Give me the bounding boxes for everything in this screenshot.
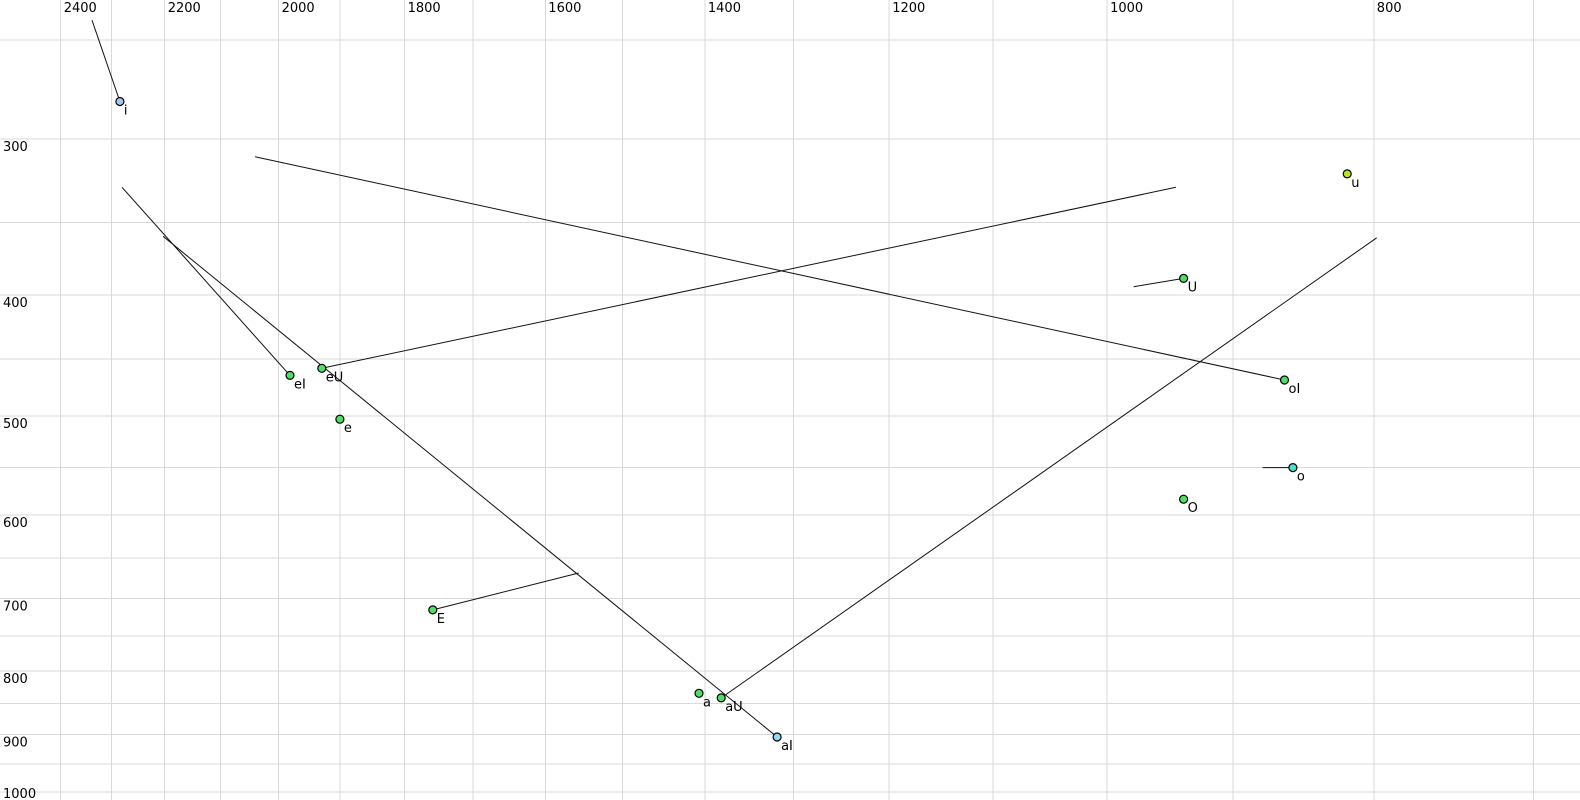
vowel-point-aU (716, 693, 726, 703)
y-tick-label-900: 900 (3, 736, 28, 751)
y-tick-label-400: 400 (3, 296, 28, 311)
x-tick-label-2000: 2000 (282, 1, 315, 16)
vowel-point-eU (317, 363, 327, 373)
vowel-label-o: o (1297, 470, 1305, 485)
x-tick-label-2200: 2200 (168, 1, 201, 16)
tail-U (1133, 277, 1184, 288)
vowel-label-aU: aU (725, 700, 742, 715)
y-tick-label-500: 500 (3, 417, 28, 432)
diphthong-tails (91, 20, 1377, 738)
vowel-labels: i u UeI eU e oI o O Ea aU aI (124, 104, 1360, 755)
vowel-point-O (1178, 494, 1189, 504)
vowel-points (115, 96, 1352, 742)
x-tick-label-1600: 1600 (548, 1, 581, 16)
vowel-point-e (335, 414, 345, 424)
tail-aI (162, 235, 778, 738)
vowel-label-E: E (437, 612, 445, 627)
vowel-point-U (1178, 273, 1189, 283)
y-tick-label-300: 300 (3, 140, 28, 155)
vowel-label-a: a (703, 695, 711, 710)
x-tick-label-1000: 1000 (1110, 1, 1143, 16)
x-tick-label-1200: 1200 (892, 1, 925, 16)
x-tick-label-1800: 1800 (408, 1, 441, 16)
y-tick-label-800: 800 (3, 672, 28, 687)
vowel-point-aI (772, 732, 782, 742)
x-tick-label-1400: 1400 (708, 1, 741, 16)
x-axis-tick-labels: 2400 2200 2000 1800 1600 1400 1200 1000 800 (64, 1, 1402, 16)
tail-aU (720, 237, 1377, 699)
vowel-label-U: U (1188, 280, 1198, 295)
vowel-point-i (115, 96, 125, 107)
vowel-label-eU: eU (326, 370, 344, 385)
y-axis-tick-labels: 300 400 500 600 700 800 900 1000 (3, 140, 36, 800)
y-tick-label-1000: 1000 (3, 787, 36, 800)
vowel-label-O: O (1188, 501, 1198, 516)
vowel-label-u: u (1351, 176, 1359, 191)
vowel-label-aI: aI (781, 739, 793, 754)
vowel-point-E (428, 605, 438, 615)
tail-eI (121, 186, 291, 376)
tail-eU (321, 186, 1177, 369)
tail-i (91, 20, 121, 102)
vowel-label-i: i (124, 104, 128, 119)
y-tick-label-700: 700 (3, 599, 28, 614)
vowel-point-o (1288, 463, 1298, 473)
tail-oI (254, 156, 1285, 381)
vowel-point-oI (1279, 375, 1290, 385)
vowel-label-oI: oI (1289, 382, 1301, 397)
x-tick-label-800: 800 (1377, 1, 1402, 16)
vowel-label-eI: eI (294, 377, 306, 392)
tail-E (432, 572, 579, 611)
vowel-point-a (694, 688, 704, 698)
vowel-point-u (1342, 169, 1352, 179)
vowel-point-eI (285, 370, 295, 380)
y-tick-label-600: 600 (3, 516, 28, 531)
vowel-label-e: e (344, 421, 352, 436)
x-tick-label-2400: 2400 (64, 1, 97, 16)
